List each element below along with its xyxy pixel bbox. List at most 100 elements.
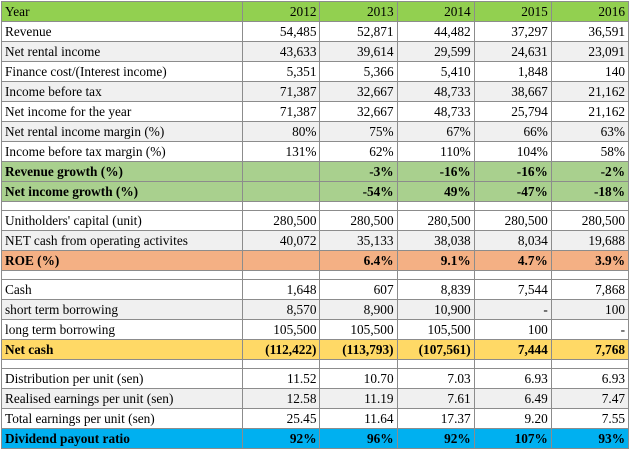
row-value bbox=[396, 201, 475, 211]
row-value: (107,561) bbox=[396, 339, 475, 360]
row-value: -18% bbox=[550, 181, 630, 202]
row-value: 280,500 bbox=[319, 210, 398, 231]
table-row: Net cash (112,422) (113,793) (107,561) 7,444… bbox=[0, 339, 630, 360]
table-row: Net rental income margin (%) 80% 75% 67% 66%… bbox=[0, 121, 630, 142]
row-label: Income before tax margin (%) bbox=[0, 141, 244, 162]
row-label: Dividend payout ratio bbox=[0, 428, 244, 449]
row-value: - bbox=[550, 319, 630, 340]
row-value: -3% bbox=[319, 161, 398, 182]
row-value: 7.03 bbox=[396, 368, 475, 389]
row-value: 100 bbox=[473, 319, 552, 340]
row-value: 10.70 bbox=[319, 368, 398, 389]
row-value: 21,162 bbox=[550, 81, 630, 102]
row-value: 36,591 bbox=[550, 21, 630, 42]
table-row: Cash 1,648 607 8,839 7,544 7,868 bbox=[0, 279, 630, 300]
table-row: long term borrowing 105,500 105,500 105,500… bbox=[0, 319, 630, 340]
row-label: Realised earnings per unit (sen) bbox=[0, 388, 244, 409]
row-value: 32,667 bbox=[319, 81, 398, 102]
row-value: 71,387 bbox=[242, 81, 321, 102]
row-label: Unitholders' capital (unit) bbox=[0, 210, 244, 231]
row-label: Income before tax bbox=[0, 81, 244, 102]
row-value: 40,072 bbox=[242, 230, 321, 251]
row-value: 75% bbox=[319, 121, 398, 142]
row-value bbox=[550, 359, 630, 369]
row-value: 67% bbox=[396, 121, 475, 142]
row-label: Cash bbox=[0, 279, 244, 300]
row-value: 8,900 bbox=[319, 299, 398, 320]
year-2016: 2016 bbox=[550, 1, 630, 22]
row-label bbox=[0, 359, 244, 369]
row-value: 9.20 bbox=[473, 408, 552, 429]
row-value bbox=[242, 181, 321, 202]
table-row: Revenue 54,485 52,871 44,482 37,297 36,591 bbox=[0, 21, 630, 42]
table-row: Net income for the year 71,387 32,667 48,73… bbox=[0, 101, 630, 122]
row-value: 6.4% bbox=[319, 250, 398, 271]
row-value bbox=[550, 270, 630, 280]
row-label: ROE (%) bbox=[0, 250, 244, 271]
row-label bbox=[0, 270, 244, 280]
row-value: 8,570 bbox=[242, 299, 321, 320]
row-value: 6.49 bbox=[473, 388, 552, 409]
row-value: 107% bbox=[473, 428, 552, 449]
row-value: 6.93 bbox=[550, 368, 630, 389]
row-value: 5,410 bbox=[396, 61, 475, 82]
row-value: -16% bbox=[396, 161, 475, 182]
year-2015: 2015 bbox=[473, 1, 552, 22]
row-value: 37,297 bbox=[473, 21, 552, 42]
row-value: 607 bbox=[319, 279, 398, 300]
row-value: 104% bbox=[473, 141, 552, 162]
row-value: 6.93 bbox=[473, 368, 552, 389]
row-value: 11.52 bbox=[242, 368, 321, 389]
table-row: ROE (%) 6.4% 9.1% 4.7% 3.9% bbox=[0, 250, 630, 271]
row-value: 8,034 bbox=[473, 230, 552, 251]
row-value: 24,631 bbox=[473, 41, 552, 62]
row-label: short term borrowing bbox=[0, 299, 244, 320]
row-label: Net rental income margin (%) bbox=[0, 121, 244, 142]
table-row: Net rental income 43,633 39,614 29,599 24,63… bbox=[0, 41, 630, 62]
row-value bbox=[242, 359, 321, 369]
row-value: 43,633 bbox=[242, 41, 321, 62]
row-value: 39,614 bbox=[319, 41, 398, 62]
table-row: Income before tax 71,387 32,667 48,733 38,66… bbox=[0, 81, 630, 102]
row-value: 48,733 bbox=[396, 81, 475, 102]
row-label bbox=[0, 201, 244, 211]
row-value: 80% bbox=[242, 121, 321, 142]
table-body: Year 2012 2013 2014 2015 2016 Revenue 54,… bbox=[0, 1, 630, 449]
row-value: 23,091 bbox=[550, 41, 630, 62]
row-value bbox=[242, 250, 321, 271]
spacer-row bbox=[0, 201, 630, 211]
row-value: 280,500 bbox=[550, 210, 630, 231]
row-value: 12.58 bbox=[242, 388, 321, 409]
table-row: Dividend payout ratio 92% 96% 92% 107% 93% bbox=[0, 428, 630, 449]
row-value: 25.45 bbox=[242, 408, 321, 429]
header-row: Year 2012 2013 2014 2015 2016 bbox=[0, 1, 630, 22]
row-value: 105,500 bbox=[319, 319, 398, 340]
row-value bbox=[319, 359, 398, 369]
row-value: - bbox=[473, 299, 552, 320]
row-value: 19,688 bbox=[550, 230, 630, 251]
row-value: 48,733 bbox=[396, 101, 475, 122]
row-value: 52,871 bbox=[319, 21, 398, 42]
table-row: Finance cost/(Interest income) 5,351 5,366… bbox=[0, 61, 630, 82]
row-value: 5,366 bbox=[319, 61, 398, 82]
row-value: 92% bbox=[396, 428, 475, 449]
row-value: 110% bbox=[396, 141, 475, 162]
row-label: Revenue growth (%) bbox=[0, 161, 244, 182]
row-value: 100 bbox=[550, 299, 630, 320]
row-label: Revenue bbox=[0, 21, 244, 42]
row-value: (113,793) bbox=[319, 339, 398, 360]
row-value: -16% bbox=[473, 161, 552, 182]
row-value: -54% bbox=[319, 181, 398, 202]
row-label: Net cash bbox=[0, 339, 244, 360]
row-value: 105,500 bbox=[242, 319, 321, 340]
year-2014: 2014 bbox=[396, 1, 475, 22]
row-value: 3.9% bbox=[550, 250, 630, 271]
table-row: Distribution per unit (sen) 11.52 10.70 7.0… bbox=[0, 368, 630, 389]
table-row: short term borrowing 8,570 8,900 10,900-100 bbox=[0, 299, 630, 320]
table-row: Net income growth (%) -54% 49% -47% -18% bbox=[0, 181, 630, 202]
row-value: 280,500 bbox=[242, 210, 321, 231]
row-value: 63% bbox=[550, 121, 630, 142]
row-label: Total earnings per unit (sen) bbox=[0, 408, 244, 429]
row-value bbox=[396, 270, 475, 280]
row-value: 11.19 bbox=[319, 388, 398, 409]
